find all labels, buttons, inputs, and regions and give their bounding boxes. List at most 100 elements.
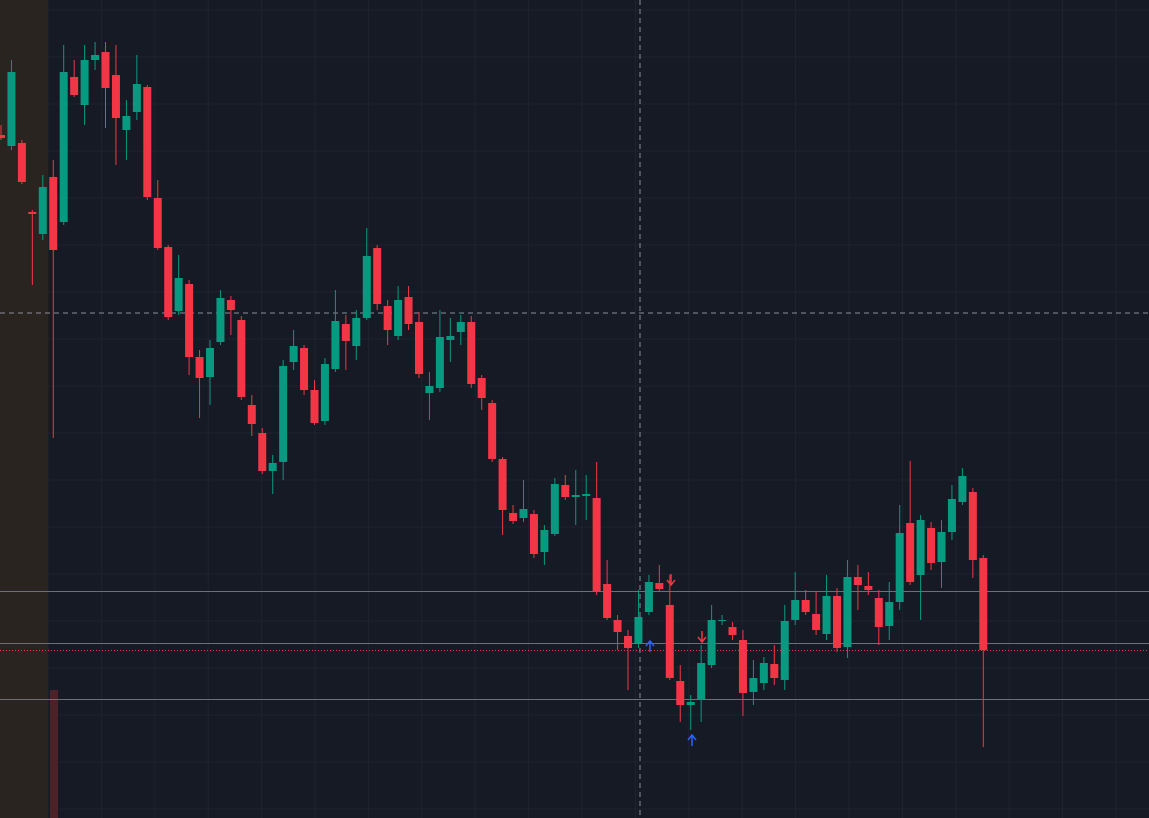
- candle-body: [498, 459, 507, 510]
- candle-body: [195, 357, 204, 378]
- candle-body: [310, 390, 319, 423]
- candle-body: [38, 187, 47, 234]
- candle-body: [665, 605, 674, 678]
- candle-body: [519, 509, 528, 518]
- candle-body: [80, 60, 89, 105]
- buy-signal: [687, 733, 697, 746]
- candle-body: [864, 586, 873, 590]
- candle-body: [477, 378, 486, 398]
- candle-body: [132, 84, 141, 112]
- candle-body: [812, 614, 821, 630]
- candle-body: [456, 322, 465, 332]
- candle-body: [895, 533, 904, 602]
- candle-body: [770, 664, 779, 678]
- candle-body: [780, 621, 789, 680]
- candle-body: [707, 620, 716, 665]
- buy-signal: [645, 639, 655, 652]
- candle-body: [362, 256, 371, 318]
- candle-body: [697, 663, 706, 700]
- candle-body: [759, 663, 768, 683]
- candle-body: [164, 247, 173, 317]
- candle-body: [927, 528, 936, 563]
- candle-body: [571, 495, 580, 497]
- candle-body: [550, 484, 559, 534]
- candle-body: [592, 498, 601, 591]
- candle-body: [383, 306, 392, 330]
- candle-body: [0, 135, 5, 138]
- signals: [645, 574, 707, 746]
- candles: [0, 42, 988, 747]
- candle-body: [822, 596, 831, 634]
- candle-body: [70, 77, 79, 95]
- candle-body: [59, 72, 68, 222]
- candle-body: [853, 577, 862, 585]
- candle-body: [843, 577, 852, 647]
- candle-body: [341, 324, 350, 341]
- candle-body: [655, 583, 664, 589]
- candle-body: [111, 75, 120, 118]
- candle-body: [373, 248, 382, 304]
- candle-body: [174, 278, 183, 311]
- candle-body: [937, 532, 946, 562]
- candle-body: [749, 678, 758, 692]
- candle-body: [216, 298, 225, 342]
- candle-body: [49, 177, 58, 250]
- sell-signal: [697, 631, 707, 644]
- candle-body: [529, 514, 538, 554]
- candle-body: [906, 523, 915, 582]
- candle-body: [874, 598, 883, 627]
- candle-body: [738, 640, 747, 693]
- candle-body: [718, 620, 727, 621]
- session-shade: [0, 0, 48, 818]
- candle-body: [624, 636, 632, 648]
- candle-body: [435, 337, 444, 388]
- candle-body: [352, 318, 361, 346]
- candle-body: [91, 55, 100, 60]
- candle-body: [300, 348, 309, 390]
- candle-body: [122, 116, 131, 130]
- candle-body: [801, 600, 810, 612]
- candle-body: [153, 198, 162, 248]
- candle-body: [331, 321, 340, 369]
- candle-body: [968, 492, 977, 560]
- candle-body: [268, 463, 277, 471]
- candle-body: [394, 300, 403, 336]
- candle-body: [979, 558, 988, 650]
- candle-body: [320, 364, 329, 421]
- candle-body: [561, 485, 570, 497]
- sell-signal: [666, 574, 676, 587]
- candle-body: [540, 530, 549, 552]
- candle-body: [728, 627, 737, 635]
- candle-body: [185, 284, 194, 357]
- candle-body: [17, 143, 26, 182]
- candle-body: [28, 212, 37, 214]
- candle-body: [488, 403, 497, 459]
- candle-body: [947, 499, 956, 532]
- candle-body: [226, 300, 235, 310]
- candle-body: [582, 494, 591, 496]
- candle-body: [644, 582, 653, 612]
- candle-body: [686, 702, 695, 705]
- candle-body: [613, 620, 622, 632]
- candle-body: [791, 600, 800, 620]
- candle-body: [415, 322, 423, 374]
- candle-body: [885, 602, 894, 626]
- candle-body: [289, 346, 298, 362]
- candle-body: [425, 386, 434, 393]
- candle-body: [833, 596, 841, 648]
- candle-body: [247, 405, 256, 424]
- candle-body: [206, 348, 214, 377]
- candle-body: [467, 322, 476, 384]
- candle-body: [237, 320, 246, 397]
- candle-body: [101, 52, 110, 88]
- candle-body: [279, 366, 288, 462]
- candle-body: [509, 513, 518, 521]
- candle-body: [603, 584, 612, 618]
- candle-body: [258, 433, 267, 471]
- candle-body: [916, 520, 925, 575]
- candle-body: [634, 617, 643, 643]
- volume-shade: [50, 690, 58, 818]
- candle-body: [446, 336, 455, 340]
